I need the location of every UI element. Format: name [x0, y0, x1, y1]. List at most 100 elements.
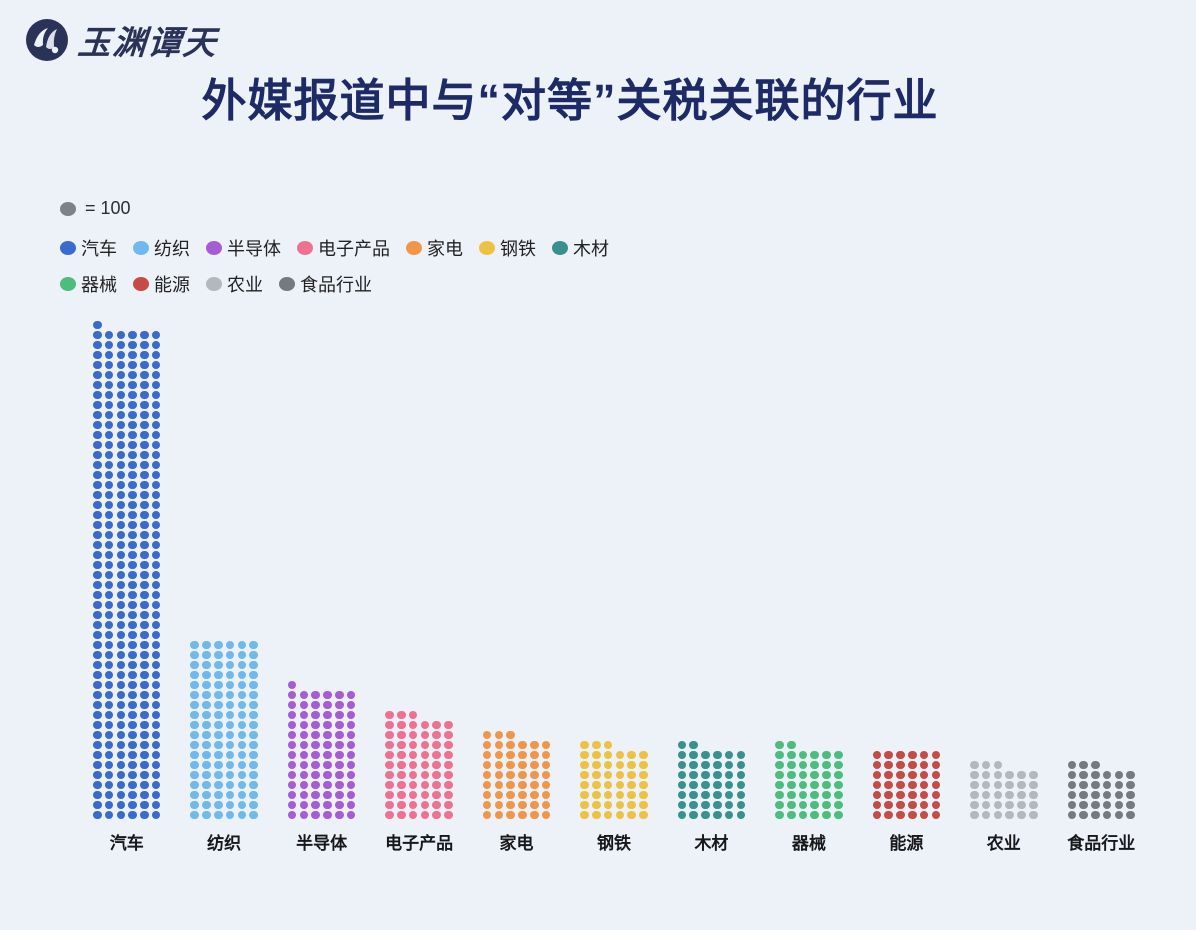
unit-dot-icon: [225, 770, 235, 779]
legend-item-7: 木材: [552, 235, 609, 261]
unit-dot-icon: [323, 760, 332, 769]
unit-dot-icon: [128, 760, 137, 769]
dot-row: [482, 770, 551, 779]
unit-dot-icon: [104, 720, 114, 729]
unit-dot-icon: [896, 780, 905, 789]
unit-dot-icon: [639, 800, 648, 809]
unit-dot-icon: [323, 770, 332, 779]
unit-dot-icon: [104, 740, 114, 749]
unit-dot-icon: [1114, 800, 1124, 809]
unit-dot-icon: [104, 710, 114, 719]
unit-dot-icon: [92, 740, 102, 749]
unit-dot-icon: [1091, 770, 1100, 779]
pictogram-chart: 汽车 纺织 半导体 电子产品 家电 钢铁 木材 器械 能源 农业 食品行业: [78, 295, 1150, 854]
unit-dot-icon: [92, 440, 102, 449]
unit-dot-icon: [494, 730, 504, 739]
unit-dot-icon: [346, 810, 356, 819]
unit-dot-icon: [202, 810, 211, 819]
unit-dot-icon: [919, 770, 929, 779]
unit-dot-icon: [615, 770, 625, 779]
x-axis-label: 家电: [499, 834, 534, 853]
dot-row: [872, 790, 941, 799]
unit-dot-icon: [249, 700, 258, 709]
unit-dot-icon: [397, 740, 406, 749]
unit-dot-icon: [397, 800, 406, 809]
unit-dot-icon: [151, 450, 161, 459]
unit-dot-icon: [397, 780, 406, 789]
unit-dot-icon: [639, 770, 648, 779]
unit-dot-icon: [701, 770, 710, 779]
unit-dot-icon: [432, 750, 442, 759]
unit-dot-icon: [104, 550, 114, 559]
unit-dot-icon: [140, 640, 149, 649]
unit-dot-icon: [92, 420, 102, 429]
unit-dot-icon: [128, 750, 137, 759]
legend-item-10: 农业: [206, 271, 263, 297]
unit-dot-icon: [1114, 770, 1124, 779]
unit-dot-icon: [1067, 770, 1077, 779]
unit-dot-icon: [518, 780, 527, 789]
dot-row: [482, 740, 551, 749]
unit-dot-icon: [1126, 810, 1135, 819]
unit-dot-icon: [420, 770, 430, 779]
dot-row: [92, 480, 161, 489]
unit-dot-icon: [786, 760, 796, 769]
legend-dot-icon: [206, 277, 222, 291]
unit-dot-icon: [346, 720, 356, 729]
unit-dot-icon: [237, 770, 247, 779]
unit-dot-icon: [541, 740, 551, 749]
dot-row: [775, 760, 843, 769]
unit-dot-icon: [140, 510, 149, 519]
unit-dot-icon: [1091, 780, 1100, 789]
unit-dot-icon: [140, 440, 149, 449]
unit-dot-icon: [408, 720, 418, 729]
dot-row: [92, 690, 161, 699]
unit-dot-icon: [1091, 810, 1100, 819]
unit-dot-icon: [104, 370, 114, 379]
unit-dot-icon: [1079, 800, 1088, 809]
unit-dot-icon: [213, 650, 223, 659]
x-axis-label: 纺织: [207, 834, 242, 853]
unit-dot-icon: [92, 340, 102, 349]
unit-dot-icon: [346, 770, 356, 779]
unit-dot-icon: [140, 340, 149, 349]
unit-dot-icon: [151, 760, 161, 769]
unit-dot-icon: [104, 770, 114, 779]
unit-dot-icon: [104, 610, 114, 619]
unit-dot-icon: [822, 760, 831, 769]
unit-dot-icon: [104, 780, 114, 789]
legend-label: 汽车: [81, 239, 117, 259]
unit-dot-icon: [981, 800, 991, 809]
dot-row: [190, 780, 258, 789]
legend-dot-icon: [60, 277, 76, 291]
unit-dot-icon: [311, 700, 321, 709]
unit-dot-icon: [92, 800, 102, 809]
unit-dot-icon: [202, 780, 211, 789]
unit-dot-icon: [506, 750, 515, 759]
unit-dot-icon: [385, 750, 394, 759]
unit-dot-icon: [580, 810, 589, 819]
unit-dot-icon: [128, 660, 137, 669]
unit-dot-icon: [346, 750, 356, 759]
unit-dot-icon: [1102, 770, 1112, 779]
unit-dot-icon: [1005, 810, 1014, 819]
unit-dot-icon: [116, 740, 126, 749]
unit-dot-icon: [92, 710, 102, 719]
unit-dot-icon: [151, 480, 161, 489]
unit-dot-icon: [919, 810, 929, 819]
unit-dot-icon: [1102, 790, 1112, 799]
unit-dot-icon: [213, 690, 223, 699]
unit-dot-icon: [116, 710, 126, 719]
unit-dot-icon: [116, 560, 126, 569]
unit-dot-icon: [128, 740, 137, 749]
unit-dot-icon: [140, 580, 149, 589]
legend-dot-icon: [297, 241, 313, 255]
dot-row: [92, 520, 161, 529]
unit-dot-icon: [408, 710, 418, 719]
unit-dot-icon: [190, 660, 200, 669]
dot-row: [1067, 810, 1135, 819]
unit-dot-icon: [1017, 770, 1026, 779]
unit-dot-icon: [116, 620, 126, 629]
unit-dot-icon: [506, 730, 515, 739]
unit-dot-icon: [1067, 800, 1077, 809]
